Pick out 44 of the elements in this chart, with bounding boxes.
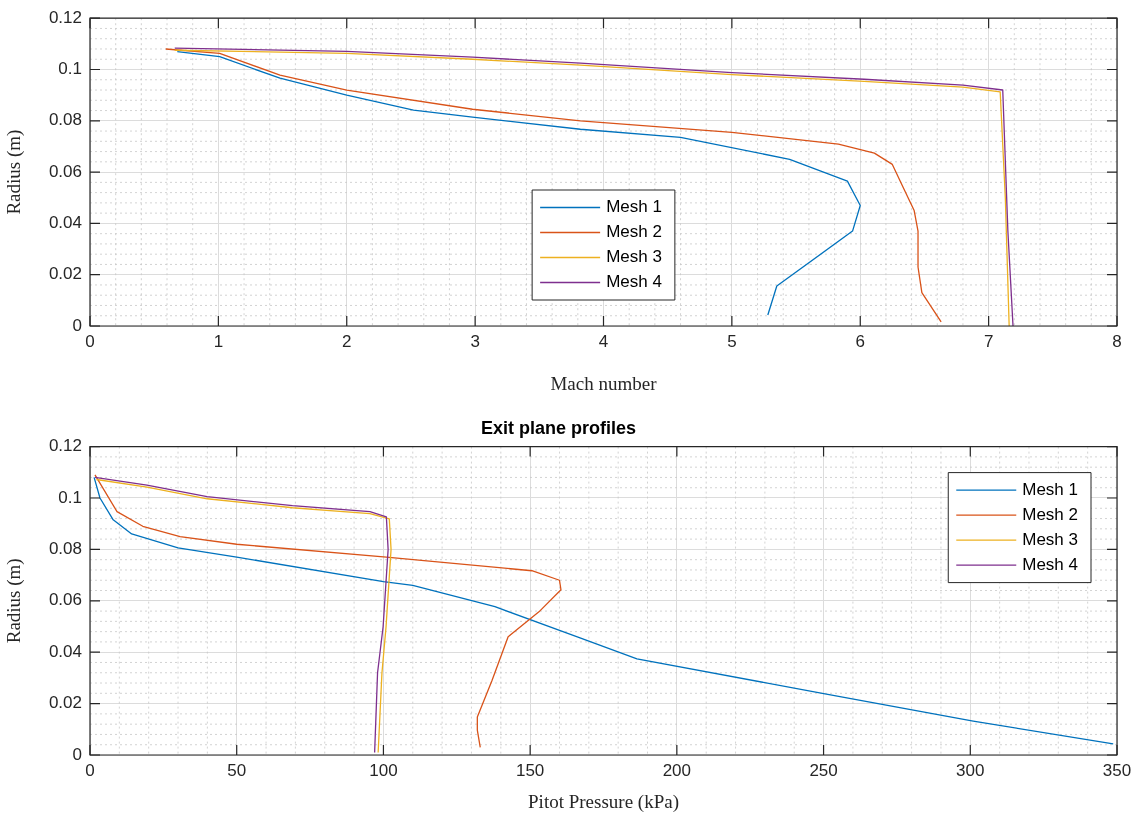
y-tick-label: 0.06 — [48, 161, 82, 181]
x-tick-label: 250 — [809, 760, 838, 780]
y-tick-label: 0 — [72, 315, 82, 335]
x-tick-label: 150 — [515, 760, 545, 780]
y-tick-label: 0.12 — [48, 436, 82, 456]
x-tick-label: 50 — [227, 760, 247, 780]
x-tick-label: 7 — [983, 331, 994, 351]
x-tick-label: 8 — [1112, 331, 1122, 351]
legend-label: Mesh 3 — [606, 247, 662, 267]
y-tick-label: 0.1 — [58, 59, 82, 79]
x-axis-title: Pitot Pressure (kPa) — [528, 790, 679, 813]
y-tick-label: 0.02 — [48, 693, 82, 713]
y-tick-label: 0.04 — [48, 213, 82, 233]
x-tick-label: 100 — [369, 760, 398, 780]
x-tick-label: 300 — [956, 760, 985, 780]
x-tick-label: 2 — [342, 331, 352, 351]
x-tick-label: 0 — [85, 760, 95, 780]
y-tick-label: 0 — [72, 744, 82, 764]
y-tick-label: 0.02 — [48, 264, 82, 284]
y-tick-label: 0.12 — [48, 7, 82, 27]
y-tick-label: 0.08 — [48, 110, 82, 130]
legend-label: Mesh 4 — [1022, 554, 1078, 574]
x-tick-label: 0 — [85, 331, 95, 351]
x-tick-label: 6 — [855, 331, 865, 351]
x-tick-label: 200 — [662, 760, 692, 780]
legend-label: Mesh 1 — [1022, 479, 1078, 499]
legend-label: Mesh 2 — [606, 222, 662, 242]
x-axis-title: Mach number — [550, 372, 658, 394]
x-tick-label: 5 — [727, 331, 737, 351]
y-tick-label: 0.1 — [58, 487, 82, 507]
legend-label: Mesh 1 — [606, 197, 662, 217]
x-tick-label: 350 — [1102, 760, 1132, 780]
y-tick-label: 0.06 — [48, 590, 82, 610]
x-tick-label: 1 — [213, 331, 224, 351]
y-axis-title: Radius (m) — [3, 558, 26, 644]
y-tick-label: 0.08 — [48, 539, 82, 559]
y-axis-title: Radius (m) — [3, 129, 26, 215]
chart-title: Exit plane profiles — [480, 417, 637, 438]
legend-label: Mesh 4 — [606, 272, 662, 292]
legend-label: Mesh 2 — [1022, 504, 1078, 524]
y-tick-label: 0.04 — [48, 641, 82, 661]
x-tick-label: 4 — [598, 331, 609, 351]
x-tick-label: 3 — [470, 331, 480, 351]
legend-label: Mesh 3 — [1022, 529, 1078, 549]
